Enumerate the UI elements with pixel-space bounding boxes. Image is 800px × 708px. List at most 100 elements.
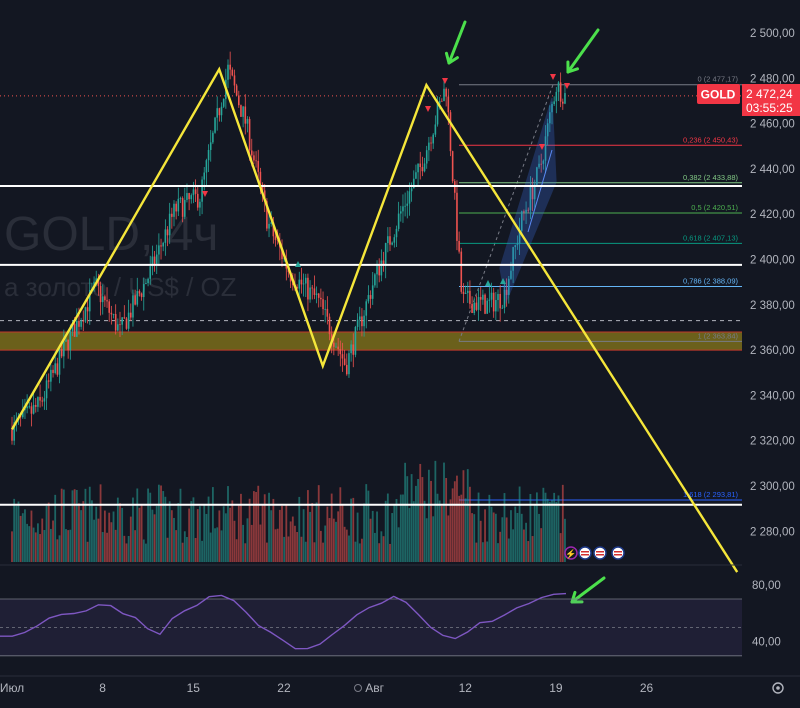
volume-bar [471, 513, 473, 562]
candle-body [153, 256, 156, 265]
candle-body [374, 274, 376, 286]
volume-bar [203, 504, 206, 562]
volume-bar [108, 512, 111, 562]
candle-body [475, 302, 478, 310]
ascending-channel[interactable] [499, 97, 557, 305]
candle-body [136, 291, 139, 305]
candle-body [246, 118, 249, 124]
volume-bar [54, 494, 57, 562]
candle-body [315, 293, 318, 295]
candle-body [402, 206, 404, 212]
candle-body [257, 160, 260, 172]
volume-bar [332, 518, 335, 562]
volume-bar [263, 494, 266, 562]
candle-body [447, 96, 450, 113]
volume-bar [97, 518, 100, 562]
double-top-pattern[interactable] [10, 66, 739, 573]
candle-body [209, 142, 212, 150]
candle-body [423, 163, 426, 172]
volume-bar [456, 475, 458, 562]
volume-bar [220, 530, 223, 562]
time-tick: 15 [187, 681, 201, 695]
current-price-label: 2 472,24 [746, 87, 793, 101]
candle-body [380, 260, 383, 276]
candle-body [436, 103, 439, 125]
candle-body [220, 106, 223, 116]
candle-body [270, 222, 272, 224]
event-icons[interactable]: ⚡ [564, 546, 625, 560]
volume-bar [216, 527, 219, 562]
volume-bar [192, 497, 195, 562]
candle-body [214, 117, 216, 133]
candle-body [397, 213, 400, 229]
price-axis[interactable]: 2 500,00 2 480,00 2 460,00 2 440,00 2 420,00… [697, 0, 800, 703]
candle-body [555, 91, 558, 102]
volume-bar [69, 529, 72, 562]
volume-bar [294, 525, 296, 562]
candle-body [324, 308, 326, 310]
candle-body [400, 211, 402, 214]
candle-body [358, 316, 361, 320]
volume-bar [26, 523, 29, 562]
candle-body [531, 186, 534, 200]
volume-bar [304, 541, 307, 562]
volume-bar [421, 477, 424, 562]
volume-bar [337, 511, 340, 562]
candle-body [501, 307, 504, 309]
price-tick: 2 480,00 [750, 73, 795, 85]
candle-body [328, 316, 331, 335]
fib-level-label: 1 (2 363,84) [698, 331, 739, 340]
rsi-pane[interactable] [0, 564, 800, 657]
volume-bar [67, 530, 70, 562]
volume-bar [300, 536, 303, 562]
candle-body [186, 193, 188, 200]
candle-body [203, 172, 206, 180]
volume-bar [505, 517, 508, 562]
candle-body [177, 198, 180, 212]
volume-bar [179, 488, 182, 562]
volume-bar [412, 501, 415, 562]
volume-bar [229, 507, 232, 562]
candle-body [233, 75, 236, 86]
candle-body [564, 93, 566, 104]
volume-bar [91, 500, 93, 562]
candle-body [179, 198, 182, 199]
volume-bar [34, 532, 37, 562]
candle-body [47, 380, 50, 382]
candle-body [304, 277, 307, 284]
candle-body [443, 88, 445, 101]
candle-body [330, 334, 333, 343]
us-flag-stripe [614, 551, 622, 553]
volume-bar [443, 462, 445, 562]
candle-body [417, 163, 419, 173]
arrow-head [444, 51, 459, 65]
volume-bar [95, 506, 98, 562]
candle-body [82, 320, 85, 322]
volume-bar [237, 505, 240, 562]
volume-bar [419, 463, 422, 562]
candle-body [205, 160, 208, 173]
volume-bar [365, 484, 368, 562]
volume-bar [119, 503, 121, 562]
volume-bar [58, 535, 61, 562]
fibonacci-retracement[interactable]: 0 (2 477,17) 0,236 (2 450,43) 0,382 (2 433… [458, 75, 742, 501]
candle-body [393, 237, 396, 243]
volume-bar [399, 494, 402, 562]
candle-body [412, 178, 415, 189]
volume-bar [255, 491, 257, 562]
volume-bar [201, 540, 203, 562]
buy-marker [500, 278, 506, 284]
candle-body [60, 349, 63, 357]
volume-bar [430, 480, 432, 562]
time-axis[interactable]: Июл 8 15 22 Авг 12 19 26 [0, 675, 800, 695]
volume-bar [298, 496, 301, 562]
support-zone [0, 95, 742, 351]
candle-body [391, 242, 393, 245]
volume-bar [211, 487, 214, 562]
candle-body [369, 295, 372, 299]
volume-bar [99, 484, 102, 562]
price-tick: 2 300,00 [750, 481, 795, 493]
watermark: GOLD, 4ч а золото / US$ / OZ [4, 208, 237, 302]
